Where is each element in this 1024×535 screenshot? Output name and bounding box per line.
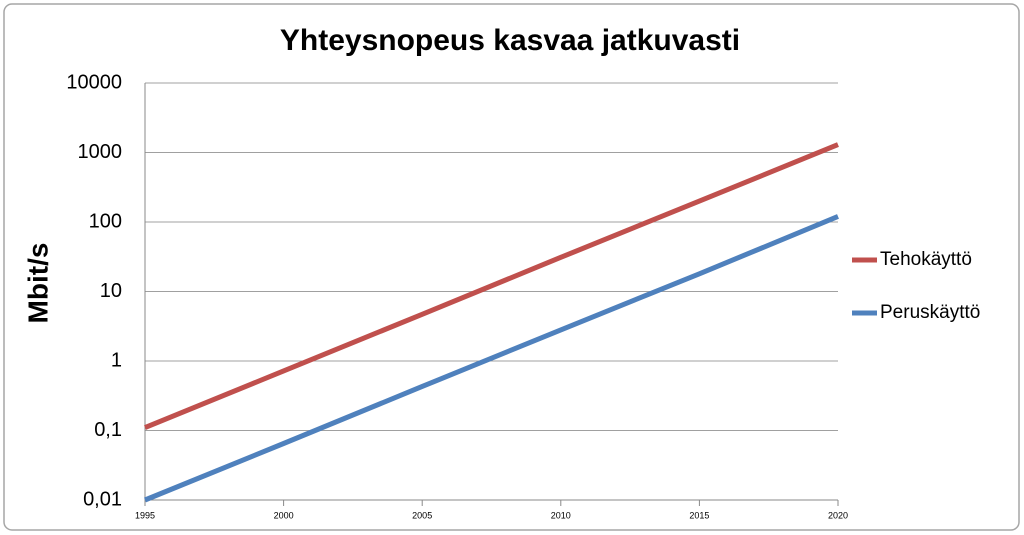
- y-tick-label: 10: [100, 280, 122, 302]
- chart-border: [3, 3, 1020, 531]
- y-axis-label: Mbit/s: [22, 243, 53, 324]
- x-tick-label: 2015: [689, 510, 709, 520]
- y-tick-label: 0,01: [83, 488, 122, 510]
- x-tick-label: 2005: [412, 510, 432, 520]
- x-tick-label: 2000: [274, 510, 294, 520]
- y-tick-label: 10000: [66, 71, 122, 93]
- series-line: [144, 214, 839, 503]
- y-tick-label: 1000: [78, 141, 123, 163]
- x-tick-label: 1995: [135, 510, 155, 520]
- y-tick-label: 100: [89, 210, 122, 232]
- y-tick-label: 1: [111, 349, 122, 371]
- legend-label: Peruskäyttö: [880, 302, 980, 323]
- series-line: [144, 142, 839, 430]
- x-tick-label: 2020: [828, 510, 848, 520]
- legend-label: Tehokäyttö: [880, 249, 972, 270]
- chart-title: Yhteysnopeus kasvaa jatkuvasti: [280, 24, 740, 57]
- y-tick-label: 0,1: [94, 419, 122, 441]
- x-tick-label: 2010: [551, 510, 571, 520]
